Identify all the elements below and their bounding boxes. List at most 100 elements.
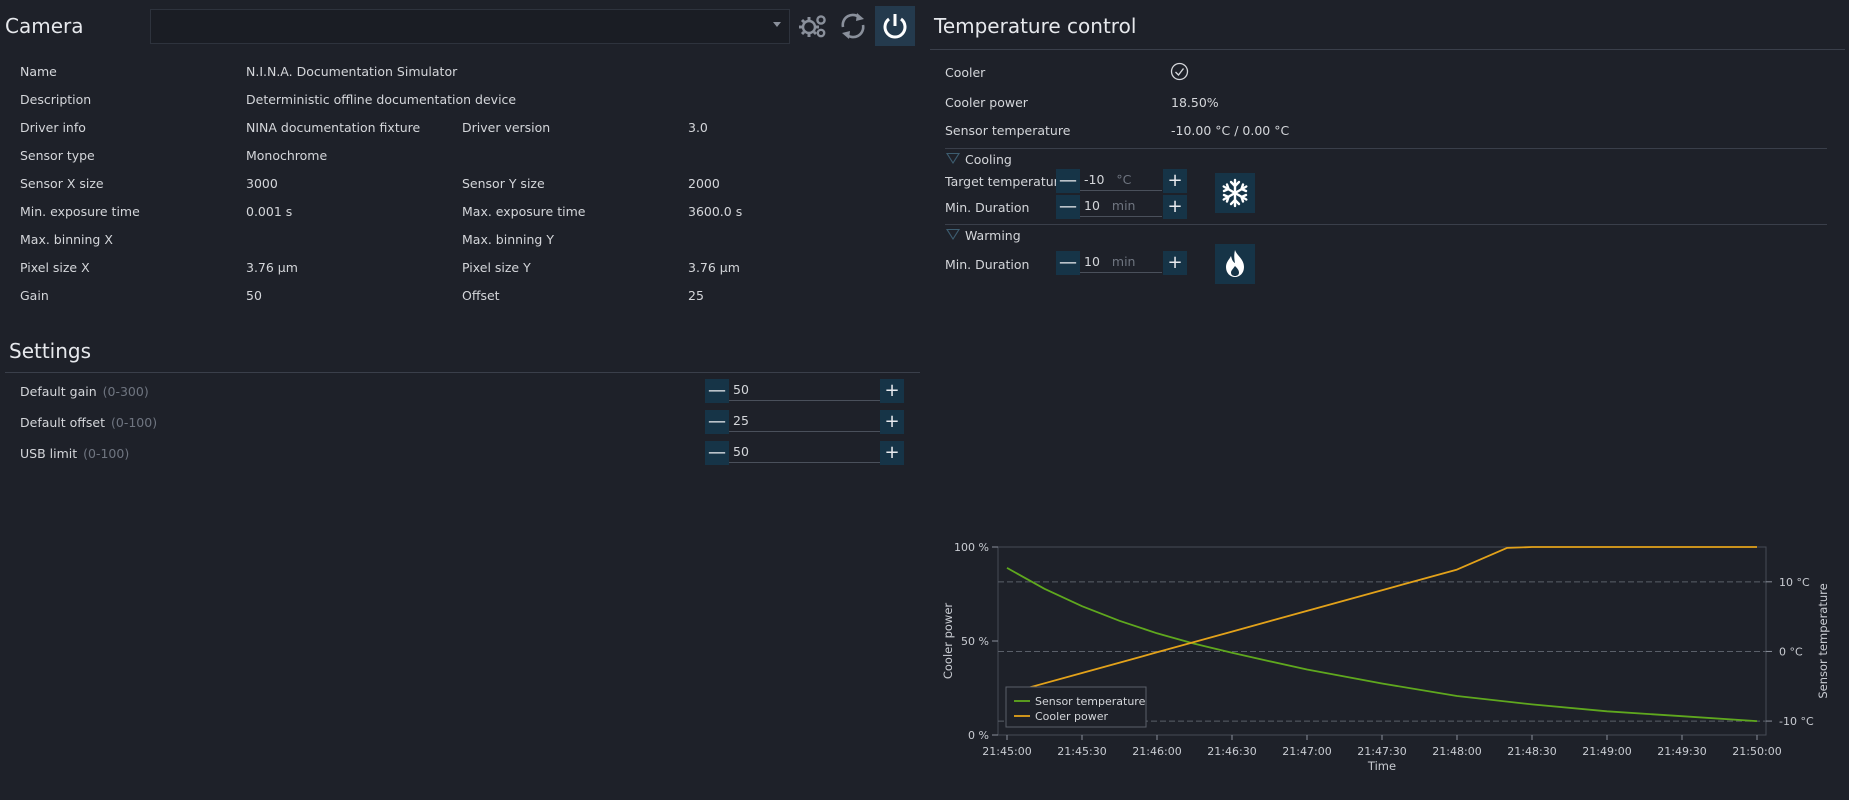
y-right-axis-label: Sensor temperature xyxy=(1816,583,1830,698)
y-left-tick-label: 0 % xyxy=(968,729,989,742)
camera-info-value: Deterministic offline documentation devi… xyxy=(246,92,517,107)
setting-value-input[interactable]: 25 xyxy=(729,410,880,432)
cooling-divider xyxy=(945,148,1827,149)
cooling-min-duration-label: Min. Duration xyxy=(945,200,1030,215)
series-line-sensor-temperature xyxy=(1006,567,1758,722)
x-axis-label: Time xyxy=(1367,759,1396,773)
start-cooling-button[interactable] xyxy=(1215,173,1255,213)
setting-decrement-button[interactable]: — xyxy=(705,441,729,465)
cooling-header[interactable]: Cooling xyxy=(965,152,1012,167)
x-tick-label: 21:48:30 xyxy=(1507,745,1556,758)
y-left-tick-label: 100 % xyxy=(954,541,989,554)
settings-divider xyxy=(5,372,920,373)
camera-info-value: 3.76 µm xyxy=(688,260,740,275)
warming-min-duration-label: Min. Duration xyxy=(945,257,1030,272)
legend-label: Sensor temperature xyxy=(1035,695,1146,708)
x-tick-label: 21:47:30 xyxy=(1357,745,1406,758)
setting-label-text: Default gain xyxy=(20,384,97,399)
camera-info-value: 3600.0 s xyxy=(688,204,743,219)
setting-decrement-button[interactable]: — xyxy=(705,379,729,403)
setting-label-text: Default offset xyxy=(20,415,106,430)
setting-label: USB limit (0-100) xyxy=(20,446,129,461)
y-left-tick-label: 50 % xyxy=(961,635,989,648)
x-tick-label: 21:47:00 xyxy=(1282,745,1331,758)
warming-duration-unit: min xyxy=(1111,254,1136,269)
refresh-icon xyxy=(841,13,865,39)
start-warming-button[interactable] xyxy=(1215,244,1255,284)
setting-range: (0-100) xyxy=(111,415,158,430)
camera-info-label: Max. binning X xyxy=(20,232,113,247)
cooling-duration-input[interactable]: 10 min xyxy=(1080,195,1162,217)
y-right-tick-label: 0 °C xyxy=(1779,645,1803,658)
connect-button[interactable] xyxy=(875,6,915,46)
setting-value-input[interactable]: 50 xyxy=(729,379,880,401)
setting-value-input[interactable]: 50 xyxy=(729,441,880,463)
target-temperature-input[interactable]: -10 °C xyxy=(1080,169,1162,191)
y-right-tick-label: -10 °C xyxy=(1779,715,1814,728)
x-tick-label: 21:49:00 xyxy=(1582,745,1631,758)
camera-info-value: 3.76 µm xyxy=(246,260,298,275)
legend-box xyxy=(1005,686,1147,728)
setting-range: (0-300) xyxy=(102,384,149,399)
camera-info-label: Pixel size X xyxy=(20,260,90,275)
camera-info-value: 3000 xyxy=(246,176,278,191)
driver-settings-button[interactable] xyxy=(794,7,832,45)
cooling-duration-increment-button[interactable]: + xyxy=(1163,195,1187,219)
series-line-cooler-power xyxy=(1006,546,1757,695)
x-tick-label: 21:50:00 xyxy=(1732,745,1781,758)
setting-increment-button[interactable]: + xyxy=(880,379,904,403)
power-icon xyxy=(883,14,907,39)
x-tick-label: 21:45:30 xyxy=(1057,745,1106,758)
target-temperature-decrement-button[interactable]: — xyxy=(1056,169,1080,193)
y-left-axis-label: Cooler power xyxy=(941,603,955,680)
camera-info-label: Driver version xyxy=(462,120,551,135)
temperature-divider xyxy=(930,49,1845,50)
camera-info-value: NINA documentation fixture xyxy=(246,120,421,135)
camera-info-label: Max. exposure time xyxy=(462,204,586,219)
camera-info-label: Gain xyxy=(20,288,49,303)
camera-info-label: Name xyxy=(20,64,57,79)
camera-info-label: Pixel size Y xyxy=(462,260,531,275)
warming-header[interactable]: Warming xyxy=(965,228,1021,243)
cooling-expander-icon[interactable] xyxy=(946,153,960,164)
camera-info-label: Driver info xyxy=(20,120,86,135)
flame-icon xyxy=(1226,250,1244,277)
y-right-tick-label: 10 °C xyxy=(1779,576,1810,589)
camera-info-value: 50 xyxy=(246,288,262,303)
rescan-devices-button[interactable] xyxy=(834,7,872,45)
target-temperature-value: -10 xyxy=(1084,172,1105,187)
camera-info-value: N.I.N.A. Documentation Simulator xyxy=(246,64,458,79)
camera-info-label: Min. exposure time xyxy=(20,204,140,219)
camera-info-label: Description xyxy=(20,92,92,107)
warming-duration-increment-button[interactable]: + xyxy=(1163,251,1187,275)
target-temperature-unit: °C xyxy=(1116,172,1132,187)
x-tick-label: 21:46:00 xyxy=(1132,745,1181,758)
temperature-history-chart: -10 °C 0 °C 10 °C 0 % 50 % 100 % 21:45:00 21:45… xyxy=(941,541,1830,773)
legend-label: Cooler power xyxy=(1035,710,1108,723)
sensor-temperature-label: Sensor temperature xyxy=(945,123,1071,138)
sensor-temperature-value: -10.00 °C / 0.00 °C xyxy=(1171,123,1290,138)
camera-device-select[interactable] xyxy=(150,9,790,44)
camera-info-value: 0.001 s xyxy=(246,204,293,219)
warming-duration-value: 10 xyxy=(1084,254,1100,269)
x-tick-label: 21:45:00 xyxy=(982,745,1031,758)
warming-expander-icon[interactable] xyxy=(946,229,960,240)
temperature-panel-title: Temperature control xyxy=(934,14,1137,38)
setting-increment-button[interactable]: + xyxy=(880,410,904,434)
x-tick-label: 21:46:30 xyxy=(1207,745,1256,758)
warming-divider xyxy=(945,224,1827,225)
warming-duration-decrement-button[interactable]: — xyxy=(1056,251,1080,275)
setting-label: Default offset (0-100) xyxy=(20,415,157,430)
setting-increment-button[interactable]: + xyxy=(880,441,904,465)
setting-range: (0-100) xyxy=(83,446,130,461)
cooling-duration-value: 10 xyxy=(1084,198,1100,213)
cooling-duration-decrement-button[interactable]: — xyxy=(1056,195,1080,219)
setting-decrement-button[interactable]: — xyxy=(705,410,729,434)
warming-duration-input[interactable]: 10 min xyxy=(1080,251,1162,273)
setting-label-text: USB limit xyxy=(20,446,78,461)
camera-info-value: Monochrome xyxy=(246,148,328,163)
cooler-power-value: 18.50% xyxy=(1171,95,1219,110)
camera-info-label: Max. binning Y xyxy=(462,232,554,247)
target-temperature-increment-button[interactable]: + xyxy=(1163,169,1187,193)
camera-info-label: Offset xyxy=(462,288,500,303)
